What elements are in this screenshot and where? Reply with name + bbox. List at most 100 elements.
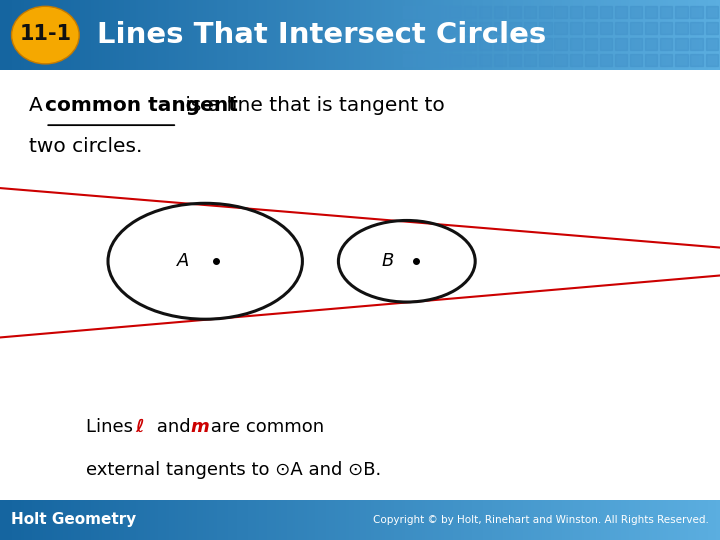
Bar [479,38,491,50]
Bar [449,38,461,50]
Bar [494,22,506,33]
Bar [615,38,627,50]
Text: 11-1: 11-1 [19,24,71,44]
Bar [539,54,552,66]
Text: A: A [29,96,49,115]
Bar [570,22,582,33]
Bar [615,54,627,66]
Bar [433,22,446,33]
Ellipse shape [13,8,78,63]
Bar [645,5,657,17]
Bar [403,22,415,33]
Bar [524,54,536,66]
Bar [494,54,506,66]
Bar [494,38,506,50]
Bar [418,22,431,33]
Bar [539,38,552,50]
Bar [600,5,612,17]
Bar [690,5,703,17]
Bar [464,22,476,33]
Bar [706,5,718,17]
Bar [464,5,476,17]
Bar [479,54,491,66]
Bar [585,38,597,50]
Bar [418,38,431,50]
Text: is a line that is tangent to: is a line that is tangent to [179,96,444,115]
Bar [690,54,703,66]
Bar [675,22,688,33]
Bar [433,5,446,17]
Bar [464,54,476,66]
Bar [554,54,567,66]
Text: and: and [151,418,197,436]
Text: Copyright © by Holt, Rinehart and Winston. All Rights Reserved.: Copyright © by Holt, Rinehart and Winsto… [374,515,709,525]
Bar [585,5,597,17]
Bar [403,38,415,50]
Bar [509,38,521,50]
Text: B: B [382,252,394,270]
Bar [630,54,642,66]
Ellipse shape [12,6,79,64]
Bar [585,54,597,66]
Text: are common: are common [205,418,324,436]
Bar [630,22,642,33]
Bar [539,5,552,17]
Text: two circles.: two circles. [29,137,142,156]
Bar [449,22,461,33]
Bar [690,22,703,33]
Bar [706,38,718,50]
Bar [509,22,521,33]
Bar [706,54,718,66]
Bar [660,54,672,66]
Bar [645,54,657,66]
Bar [630,38,642,50]
Bar [433,38,446,50]
Bar [554,22,567,33]
Bar [403,54,415,66]
Text: external tangents to ⊙A and ⊙B.: external tangents to ⊙A and ⊙B. [86,461,382,479]
Text: ℓ: ℓ [135,418,144,436]
Bar [539,22,552,33]
Bar [585,22,597,33]
Bar [449,5,461,17]
Bar [630,5,642,17]
Bar [524,38,536,50]
Text: m: m [191,418,210,436]
Bar [570,5,582,17]
Text: Lines That Intersect Circles: Lines That Intersect Circles [97,21,546,49]
Bar [464,38,476,50]
Bar [600,22,612,33]
Bar [675,54,688,66]
Text: Lines: Lines [86,418,139,436]
Bar [690,38,703,50]
Bar [645,22,657,33]
Text: Holt Geometry: Holt Geometry [11,512,136,527]
Bar [645,38,657,50]
Bar [403,5,415,17]
Text: A: A [177,252,189,270]
Bar [660,38,672,50]
Bar [615,5,627,17]
Bar [660,5,672,17]
Bar [479,22,491,33]
Text: common tangent: common tangent [45,96,238,115]
Bar [479,5,491,17]
Bar [570,54,582,66]
Bar [615,22,627,33]
Bar [554,5,567,17]
Bar [494,5,506,17]
Bar [509,5,521,17]
Bar [570,38,582,50]
Bar [418,54,431,66]
Bar [509,54,521,66]
Bar [660,22,672,33]
Bar [675,5,688,17]
Bar [433,54,446,66]
Bar [554,38,567,50]
Bar [675,38,688,50]
Bar [449,54,461,66]
Bar [600,54,612,66]
Bar [706,22,718,33]
Bar [524,22,536,33]
Bar [600,38,612,50]
